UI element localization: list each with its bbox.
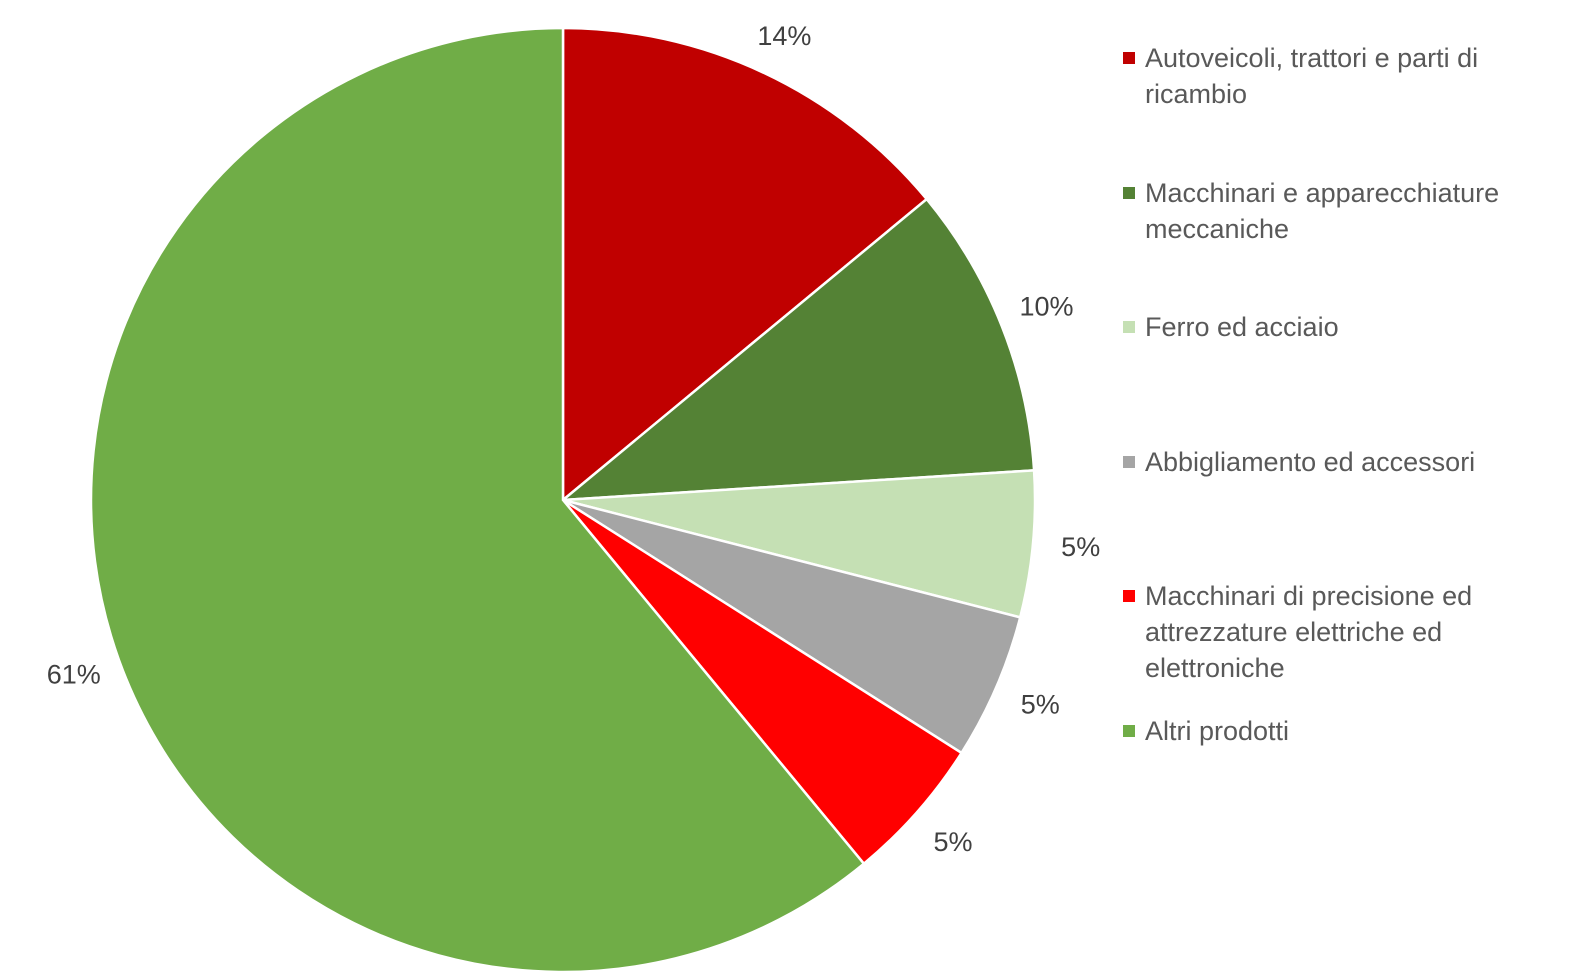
legend-label: Altri prodotti (1145, 716, 1290, 746)
pie-slice (559, 197, 1036, 502)
data-label: 5% (1061, 532, 1100, 562)
data-label: 61% (47, 659, 101, 689)
legend-entry: Ferro ed acciaio (1123, 309, 1553, 345)
pie-slice (562, 498, 964, 866)
legend-swatch (1123, 725, 1135, 737)
pie-slice (562, 469, 1037, 619)
legend-entry: Macchinari di precisione ed attrezzature… (1123, 578, 1553, 686)
pie-area: 14% 10% 5% 5% 5% 61% (47, 21, 1100, 973)
legend-label: Autoveicoli, trattori e parti di ricambi… (1145, 43, 1479, 109)
data-label: 5% (934, 827, 973, 857)
pie-slice (562, 498, 1022, 755)
data-label: 10% (1019, 292, 1073, 322)
legend-label: Abbigliamento ed accessori (1145, 447, 1476, 477)
legend-entry: Altri prodotti (1123, 713, 1553, 749)
data-label: 5% (1021, 690, 1060, 720)
data-label: 14% (757, 21, 811, 51)
legend-swatch (1123, 456, 1135, 468)
legend-label: Ferro ed acciaio (1145, 312, 1339, 342)
pie-slice (561, 26, 929, 503)
legend-entry: Autoveicoli, trattori e parti di ricambi… (1123, 40, 1553, 112)
pie-slice (89, 26, 866, 973)
legend-entry: Abbigliamento ed accessori (1123, 444, 1553, 480)
legend-label: Macchinari e apparecchiature meccaniche (1145, 178, 1500, 244)
legend-swatch (1123, 187, 1135, 199)
legend-entry: Macchinari e apparecchiature meccaniche (1123, 175, 1553, 247)
legend-swatch (1123, 321, 1135, 333)
legend-swatch (1123, 52, 1135, 64)
legend-swatch (1123, 590, 1135, 602)
legend-label: Macchinari di precisione ed attrezzature… (1145, 581, 1473, 683)
